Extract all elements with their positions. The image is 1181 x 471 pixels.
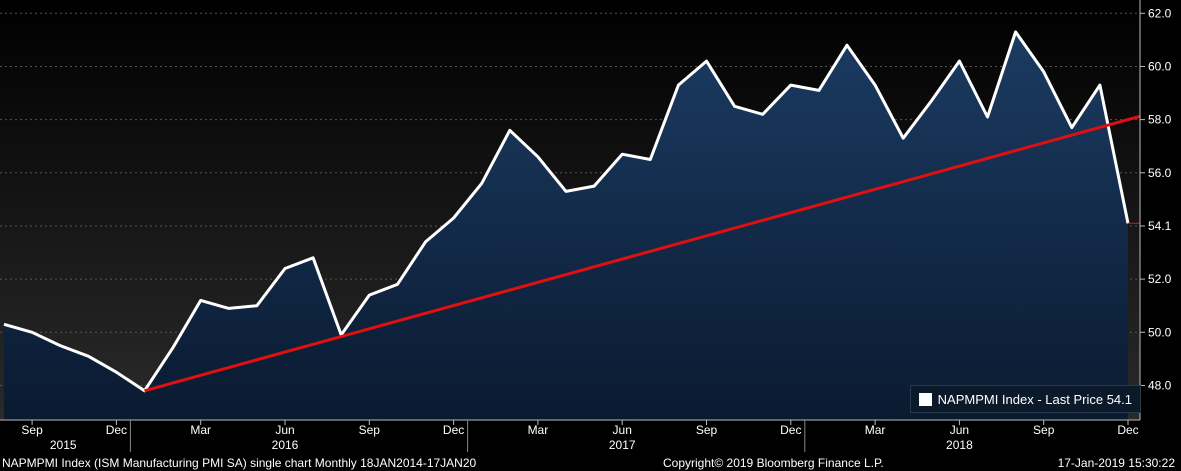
footer-timestamp: 17-Jan-2019 15:30:22 <box>1057 456 1175 470</box>
y-tick-label: 56.0 <box>1148 166 1172 180</box>
y-tick-label: 62.0 <box>1148 6 1172 20</box>
footer-copyright: Copyright© 2019 Bloomberg Finance L.P. <box>663 456 884 470</box>
y-tick-label: 60.0 <box>1148 59 1172 73</box>
x-tick-label: Mar <box>865 423 886 437</box>
x-year-label: 2017 <box>609 438 636 452</box>
series-area <box>4 31 1128 421</box>
x-axis-band <box>0 420 1181 454</box>
x-tick-label: Jun <box>613 423 632 437</box>
footer-description: NAPMPMI Index (ISM Manufacturing PMI SA)… <box>2 456 477 470</box>
series-line <box>3 30 1130 393</box>
y-axis-ticks: 48.0 50.0 52.0 54.1 56.0 58.0 60.0 62.0 <box>1140 6 1172 392</box>
x-tick-label: Dec <box>780 423 801 437</box>
x-tick-label: Jun <box>950 423 969 437</box>
x-tick-label: Sep <box>696 423 718 437</box>
x-tick-label: Mar <box>528 423 549 437</box>
legend: NAPMPMI Index - Last Price 54.1 <box>909 385 1141 413</box>
x-tick-label: Sep <box>21 423 43 437</box>
x-year-label: 2015 <box>50 438 77 452</box>
x-tick-label: Sep <box>1033 423 1055 437</box>
y-axis-band <box>1140 0 1181 454</box>
x-tick-label: Sep <box>359 423 381 437</box>
legend-swatch <box>918 393 932 406</box>
x-axis-ticks: Sep Dec Mar Jun Sep Dec Mar Jun Sep Dec Mar Jun Sep D… <box>21 420 1139 452</box>
trend-line <box>144 114 1141 393</box>
y-tick-label: 52.0 <box>1148 272 1172 286</box>
x-tick-label: Mar <box>190 423 211 437</box>
x-year-label: 2016 <box>272 438 299 452</box>
y-tick-label: 50.0 <box>1148 325 1172 339</box>
y-tick-label: 58.0 <box>1148 113 1172 127</box>
x-tick-label: Dec <box>443 423 464 437</box>
y-tick-label: 54.1 <box>1148 219 1172 233</box>
legend-label: NAPMPMI Index - Last Price 54.1 <box>937 392 1132 407</box>
footer-bar: NAPMPMI Index (ISM Manufacturing PMI SA)… <box>0 454 1181 471</box>
x-tick-label: Dec <box>106 423 127 437</box>
y-tick-label: 48.0 <box>1148 378 1172 392</box>
x-tick-label: Jun <box>275 423 294 437</box>
x-tick-label: Dec <box>1117 423 1138 437</box>
x-year-label: 2018 <box>946 438 973 452</box>
